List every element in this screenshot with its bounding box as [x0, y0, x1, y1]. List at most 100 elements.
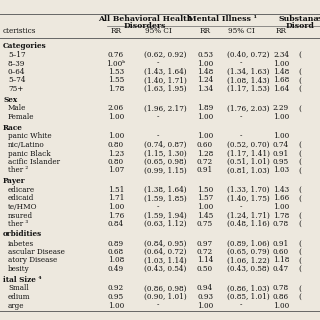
Text: 0.86: 0.86 [273, 293, 289, 301]
Text: (0.90, 1.01): (0.90, 1.01) [144, 293, 187, 301]
Text: 1.00: 1.00 [108, 203, 124, 211]
Text: 0.80: 0.80 [108, 141, 124, 149]
Text: 0.60: 0.60 [273, 248, 289, 256]
Text: 1.48: 1.48 [197, 68, 213, 76]
Text: 0.50: 0.50 [197, 265, 213, 273]
Text: 1.64: 1.64 [273, 85, 289, 93]
Text: (0.52, 0.70): (0.52, 0.70) [227, 141, 269, 149]
Text: (0.48, 1.16): (0.48, 1.16) [227, 220, 270, 228]
Text: -: - [240, 113, 242, 121]
Text: 0–64: 0–64 [8, 68, 26, 76]
Text: 1.28: 1.28 [197, 149, 213, 157]
Text: (1.63, 1.95): (1.63, 1.95) [144, 85, 187, 93]
Text: 5–74: 5–74 [8, 76, 26, 84]
Text: atory Disease: atory Disease [8, 257, 57, 265]
Text: 2.34: 2.34 [273, 51, 289, 59]
Text: 0.97: 0.97 [197, 239, 213, 247]
Text: (: ( [298, 248, 301, 256]
Text: Race: Race [3, 124, 23, 132]
Text: panic Black: panic Black [8, 149, 51, 157]
Text: (1.59, 1.94): (1.59, 1.94) [144, 212, 187, 220]
Text: 0.47: 0.47 [273, 265, 289, 273]
Text: 1.23: 1.23 [108, 149, 124, 157]
Text: 1.00: 1.00 [108, 132, 124, 140]
Text: 1.00: 1.00 [273, 203, 289, 211]
Text: 1.34: 1.34 [197, 85, 213, 93]
Text: acific Islander: acific Islander [8, 158, 60, 166]
Text: -: - [240, 203, 242, 211]
Text: (0.43, 0.54): (0.43, 0.54) [144, 265, 186, 273]
Text: edicaid: edicaid [8, 195, 34, 203]
Text: (: ( [298, 265, 301, 273]
Text: (1.33, 1.70): (1.33, 1.70) [227, 186, 269, 194]
Text: 1.24: 1.24 [197, 76, 213, 84]
Text: (0.62, 0.92): (0.62, 0.92) [144, 51, 187, 59]
Text: 0.72: 0.72 [197, 158, 213, 166]
Text: 1.00: 1.00 [197, 60, 213, 68]
Text: (: ( [298, 158, 301, 166]
Text: (0.89, 1.06): (0.89, 1.06) [227, 239, 270, 247]
Text: (: ( [298, 141, 301, 149]
Text: orbidities: orbidities [3, 230, 42, 238]
Text: ascular Disease: ascular Disease [8, 248, 65, 256]
Text: cteristics: cteristics [3, 27, 36, 35]
Text: 1.76: 1.76 [108, 212, 124, 220]
Text: 0.84: 0.84 [108, 220, 124, 228]
Text: (: ( [298, 284, 301, 292]
Text: (1.38, 1.64): (1.38, 1.64) [144, 186, 187, 194]
Text: (1.17, 1.41): (1.17, 1.41) [227, 149, 270, 157]
Text: (1.15, 1.30): (1.15, 1.30) [144, 149, 187, 157]
Text: (: ( [298, 212, 301, 220]
Text: 1.00: 1.00 [108, 113, 124, 121]
Text: (0.86, 1.03): (0.86, 1.03) [227, 284, 269, 292]
Text: 1.89: 1.89 [197, 105, 213, 113]
Text: (0.99, 1.15): (0.99, 1.15) [144, 166, 187, 174]
Text: (1.40, 1.71): (1.40, 1.71) [144, 76, 187, 84]
Text: 0.53: 0.53 [197, 51, 213, 59]
Text: edium: edium [8, 293, 30, 301]
Text: 1.68: 1.68 [273, 76, 289, 84]
Text: 1.18: 1.18 [273, 257, 289, 265]
Text: 0.75: 0.75 [197, 220, 213, 228]
Text: 1.07: 1.07 [108, 166, 124, 174]
Text: (0.43, 0.58): (0.43, 0.58) [227, 265, 269, 273]
Text: -: - [240, 301, 242, 309]
Text: 0.78: 0.78 [273, 220, 289, 228]
Text: (1.43, 1.64): (1.43, 1.64) [144, 68, 187, 76]
Text: 1.48: 1.48 [273, 68, 289, 76]
Text: Male: Male [8, 105, 26, 113]
Text: 0.72: 0.72 [197, 248, 213, 256]
Text: 1.00: 1.00 [273, 60, 289, 68]
Text: Disorders: Disorders [124, 22, 166, 30]
Text: nic/Latino: nic/Latino [8, 141, 45, 149]
Text: 95% CI: 95% CI [145, 27, 172, 35]
Text: 1.00: 1.00 [273, 301, 289, 309]
Text: 0.74: 0.74 [273, 141, 289, 149]
Text: (0.65, 0.98): (0.65, 0.98) [144, 158, 187, 166]
Text: iabetes: iabetes [8, 239, 34, 247]
Text: (: ( [298, 220, 301, 228]
Text: 1.00: 1.00 [197, 203, 213, 211]
Text: Disord: Disord [285, 22, 315, 30]
Text: ital Size ⁴: ital Size ⁴ [3, 276, 42, 284]
Text: (0.85, 1.01): (0.85, 1.01) [227, 293, 270, 301]
Text: (0.81, 1.03): (0.81, 1.03) [227, 166, 270, 174]
Text: 1.00: 1.00 [108, 301, 124, 309]
Text: (0.84, 0.95): (0.84, 0.95) [144, 239, 187, 247]
Text: 1.08: 1.08 [108, 257, 124, 265]
Text: (: ( [298, 149, 301, 157]
Text: (0.51, 1.01): (0.51, 1.01) [227, 158, 270, 166]
Text: arge: arge [8, 301, 25, 309]
Text: (: ( [298, 105, 301, 113]
Text: 1.55: 1.55 [108, 76, 124, 84]
Text: 0.92: 0.92 [108, 284, 124, 292]
Text: (0.86, 0.98): (0.86, 0.98) [144, 284, 187, 292]
Text: (: ( [298, 293, 301, 301]
Text: (1.03, 1.14): (1.03, 1.14) [144, 257, 187, 265]
Text: 0.68: 0.68 [108, 248, 124, 256]
Text: -: - [157, 132, 159, 140]
Text: 0.89: 0.89 [108, 239, 124, 247]
Text: 75+: 75+ [8, 85, 23, 93]
Text: 1.00ᵇ: 1.00ᵇ [107, 60, 125, 68]
Text: -: - [157, 301, 159, 309]
